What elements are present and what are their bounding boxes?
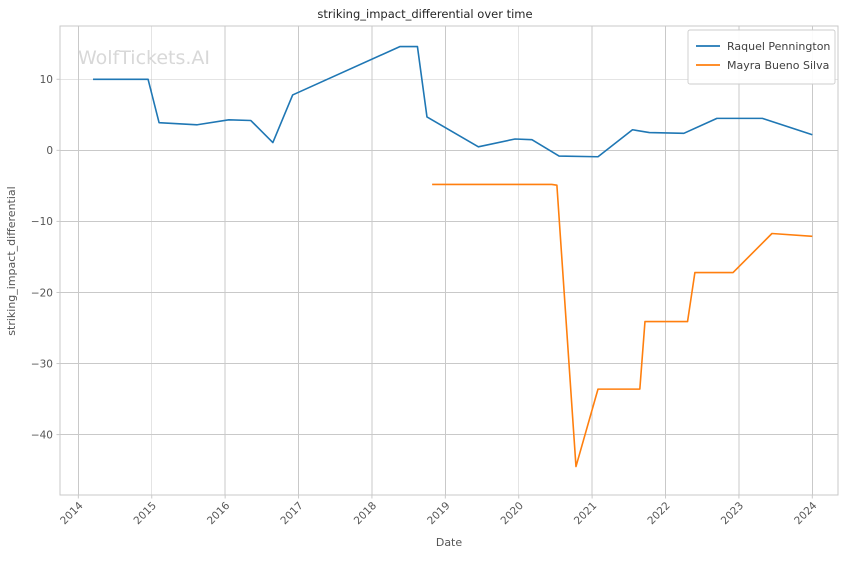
series-lines (93, 45, 813, 468)
y-tick-label: 0 (46, 145, 53, 157)
y-axis-ticks: 10 0 −10 −20 −30 −40 (31, 74, 60, 441)
y-tick-label: −40 (31, 429, 53, 441)
chart-legend[interactable]: Raquel Pennington Mayra Bueno Silva (687, 29, 836, 85)
y-tick-label: −10 (31, 216, 53, 228)
y-axis-label: striking_impact_differential (5, 186, 18, 335)
y-tick-label: 10 (40, 74, 53, 86)
chart-title: striking_impact_differential over time (317, 7, 532, 21)
y-tick-label: −20 (31, 287, 53, 299)
plot-frame (59, 25, 839, 496)
legend-label-0[interactable]: Raquel Pennington (727, 40, 830, 53)
series-line-0 (93, 45, 813, 158)
y-tick-label: −30 (31, 358, 53, 370)
legend-box (687, 29, 836, 85)
x-axis-label: Date (436, 536, 463, 549)
gridlines (60, 26, 838, 495)
legend-label-1[interactable]: Mayra Bueno Silva (727, 59, 829, 72)
series-line-1 (432, 183, 813, 468)
watermark-label: WolfTickets.AI (78, 47, 210, 69)
